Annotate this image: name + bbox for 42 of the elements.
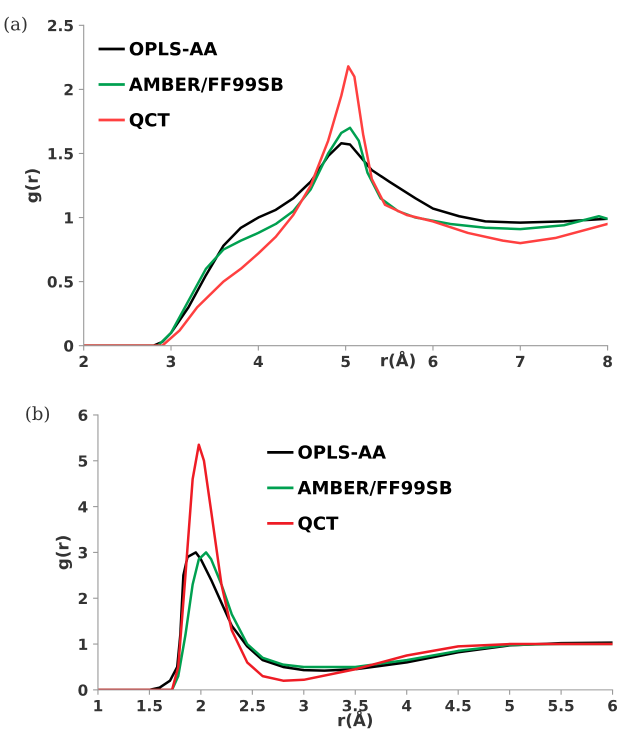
y-tick-label: 1 — [79, 638, 88, 650]
x-tick-label: 5 — [506, 700, 514, 712]
legend-label: QCT — [130, 112, 170, 129]
legend-label: AMBER/FF99SB — [298, 480, 452, 496]
x-axis-title: r(Å) — [381, 350, 415, 368]
y-tick-label: 6 — [78, 409, 88, 421]
x-tick-label: 2.5 — [240, 700, 265, 712]
y-tick-label: 0 — [64, 340, 74, 352]
y-tick-label: 1.5 — [48, 148, 73, 160]
legend-label: AMBER/FF99SB — [128, 77, 283, 93]
y-tick-label: 4 — [78, 501, 88, 512]
chart-title: (b) — [26, 406, 50, 423]
chart-title: (a) — [4, 16, 27, 34]
x-tick-label: 1.5 — [138, 700, 162, 712]
y-tick-label: 0 — [78, 684, 88, 696]
y-tick-label: 3 — [78, 546, 88, 558]
legend-label: QCT — [298, 516, 338, 532]
x-tick-label: 4.5 — [445, 700, 471, 712]
x-tick-label: 4 — [402, 700, 412, 712]
x-tick-label: 4 — [254, 356, 263, 368]
x-tick-label: 3 — [300, 700, 308, 712]
y-axis-title: g(r) — [56, 536, 72, 570]
legend-label: OPLS-AA — [130, 42, 218, 56]
y-tick-label: 2.5 — [48, 20, 73, 32]
x-tick-label: 2 — [196, 700, 205, 712]
legend-label: OPLS-AA — [298, 445, 386, 459]
x-tick-label: 7 — [516, 356, 524, 368]
x-axis-title: r(Å) — [338, 710, 372, 728]
x-tick-label: 6 — [428, 356, 438, 368]
y-axis-title: g(r) — [25, 169, 42, 202]
x-tick-label: 3 — [166, 356, 176, 368]
x-tick-label: 1 — [94, 700, 102, 712]
x-tick-label: 3.5 — [342, 700, 368, 712]
y-tick-label: 2 — [78, 592, 87, 604]
y-tick-label: 5 — [78, 455, 88, 467]
y-tick-label: 0.5 — [48, 276, 73, 288]
x-tick-label: 5 — [342, 356, 350, 368]
x-tick-label: 8 — [603, 356, 612, 368]
y-tick-label: 1 — [65, 212, 73, 224]
x-tick-label: 6 — [608, 700, 618, 712]
x-tick-label: 5.5 — [548, 700, 574, 712]
y-tick-label: 2 — [64, 84, 73, 96]
